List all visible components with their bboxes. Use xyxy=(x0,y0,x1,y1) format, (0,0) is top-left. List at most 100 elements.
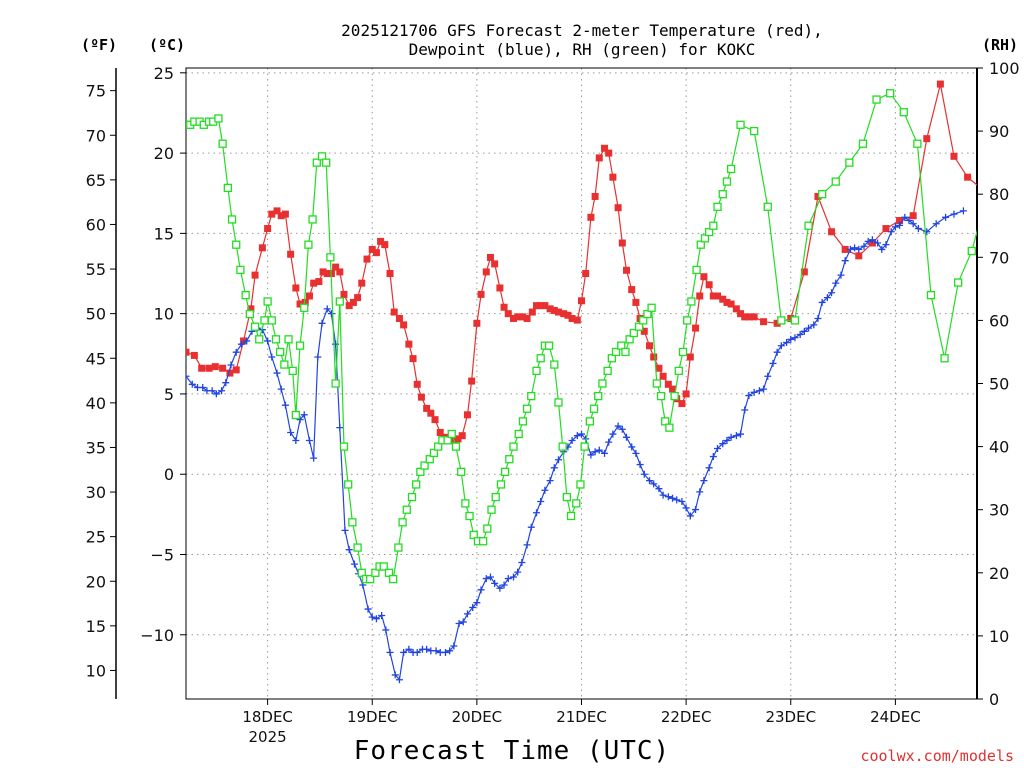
temperature-point xyxy=(523,314,531,322)
rh-point xyxy=(700,234,710,243)
dewpoint-point xyxy=(605,438,613,446)
temperature-point xyxy=(686,353,694,361)
rh-point xyxy=(416,467,425,476)
dewpoint-point xyxy=(264,337,272,345)
dewpoint-point xyxy=(364,605,372,613)
fahrenheit-tick-label: 40 xyxy=(86,394,106,413)
dewpoint-point xyxy=(395,676,403,684)
temperature-point xyxy=(468,377,476,385)
temperature-point xyxy=(705,281,713,289)
rh-point xyxy=(461,499,470,508)
rh-point xyxy=(457,467,466,476)
dewpoint-point xyxy=(491,579,499,587)
dewpoint-point xyxy=(587,451,595,459)
x-axis-label: Forecast Time (UTC) xyxy=(354,736,670,766)
temperature-point xyxy=(622,266,630,274)
dewpoint-point xyxy=(669,494,677,502)
dewpoint-point xyxy=(573,432,581,440)
dewpoint-point xyxy=(851,244,859,252)
dewpoint-point xyxy=(959,207,967,215)
dewpoint-point xyxy=(783,339,791,347)
dewpoint-point xyxy=(314,353,322,361)
rh-point xyxy=(736,120,745,129)
rh-point xyxy=(886,89,895,98)
dewpoint-point xyxy=(287,428,295,436)
year-label: 2025 xyxy=(249,728,287,746)
temperature-point xyxy=(533,302,541,310)
dewpoint-point xyxy=(268,353,276,361)
dewpoint-point xyxy=(305,436,313,444)
temperature-point xyxy=(423,404,431,412)
dewpoint-point xyxy=(477,586,485,594)
rh-point xyxy=(790,316,800,325)
dewpoint-point xyxy=(413,648,421,656)
temperature-point xyxy=(477,290,485,298)
dewpoint-point xyxy=(814,314,822,322)
rh-point xyxy=(647,303,656,312)
dewpoint-point xyxy=(336,424,344,432)
temperature-point xyxy=(554,308,562,316)
temperature-point xyxy=(737,310,745,318)
dewpoint-point xyxy=(372,615,380,623)
dewpoint-point xyxy=(632,449,640,457)
temperature-point xyxy=(659,372,667,380)
rh-point xyxy=(777,316,786,325)
temperature-point xyxy=(454,435,462,443)
rh-point xyxy=(357,568,366,577)
temperature-point xyxy=(882,225,890,233)
temperature-point xyxy=(628,286,636,294)
rh-point xyxy=(749,126,759,136)
dewpoint-point xyxy=(391,671,399,679)
dewpoint-point xyxy=(595,446,603,454)
fahrenheit-tick-label: 30 xyxy=(86,483,106,502)
temperature-point xyxy=(655,364,663,372)
temperature-point xyxy=(582,270,590,278)
temperature-point xyxy=(292,284,300,292)
dewpoint-point xyxy=(463,610,471,618)
rh-point xyxy=(371,568,380,577)
rh-point xyxy=(639,316,648,325)
dewpoint-point xyxy=(950,210,958,218)
temperature-point xyxy=(978,185,985,192)
temperature-point xyxy=(277,212,285,220)
dewpoint-point xyxy=(504,575,512,583)
rh-point xyxy=(284,335,293,344)
dewpoint-point xyxy=(732,432,740,440)
dewpoint-point xyxy=(523,541,531,549)
dewpoint-point xyxy=(828,289,836,297)
celsius-tick-label: 15 xyxy=(154,224,174,243)
temperature-point xyxy=(587,213,595,221)
rh-point xyxy=(344,480,353,489)
rh-tick-label: 80 xyxy=(989,185,1009,204)
rh-point xyxy=(518,417,528,426)
dewpoint-point xyxy=(186,372,190,380)
temperature-point xyxy=(349,298,357,306)
dewpoint-point xyxy=(482,575,490,583)
temperature-point xyxy=(773,319,781,327)
dewpoint-point xyxy=(199,384,207,392)
temperature-point xyxy=(618,239,626,247)
series-temperature xyxy=(186,80,985,444)
rh-point xyxy=(260,316,269,325)
rh-line xyxy=(186,92,977,581)
temperature-point xyxy=(640,327,648,335)
dewpoint-point xyxy=(882,241,890,249)
temperature-point xyxy=(564,311,572,319)
rh-point xyxy=(940,354,949,363)
temperature-point xyxy=(568,314,576,322)
rh-point xyxy=(483,524,492,533)
dewpoint-point xyxy=(860,242,868,250)
temperature-point xyxy=(723,298,731,306)
rh-point xyxy=(554,398,563,407)
dewpoint-point xyxy=(673,496,681,504)
rh-point xyxy=(348,518,357,527)
fahrenheit-tick-label: 45 xyxy=(86,349,106,368)
dewpoint-point xyxy=(310,454,318,462)
temperature-point xyxy=(787,314,795,322)
date-tick-label: 24DEC xyxy=(870,708,921,726)
rh-point xyxy=(500,467,510,476)
fahrenheit-tick-label: 70 xyxy=(86,126,106,145)
rh-point xyxy=(643,309,652,319)
temperature-point xyxy=(614,204,622,212)
